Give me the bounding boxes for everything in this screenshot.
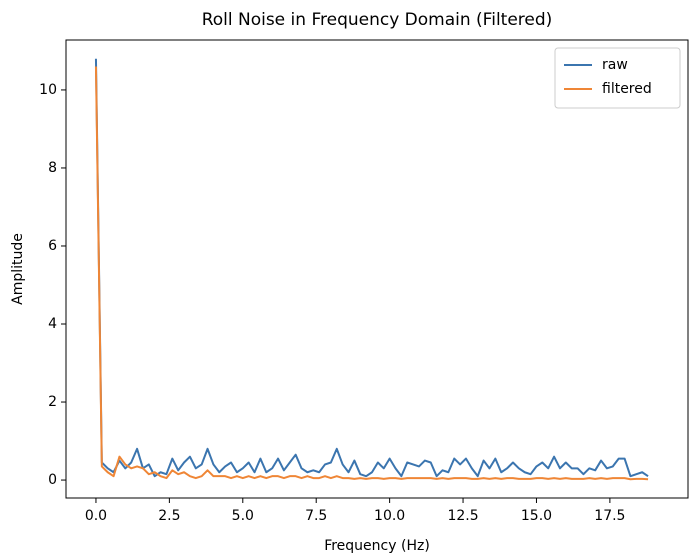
- y-axis-label: Amplitude: [10, 233, 26, 305]
- y-tick-label: 2: [48, 394, 57, 410]
- legend: raw filtered: [554, 47, 681, 109]
- x-tick-label: 10.0: [374, 508, 405, 524]
- line-series: [94, 66, 649, 481]
- y-tick-label: 4: [48, 316, 57, 332]
- y-tick-label: 10: [39, 82, 57, 98]
- x-axis-label: Frequency (Hz): [324, 538, 430, 554]
- x-tick-label: 12.5: [447, 508, 478, 524]
- legend-label: raw: [602, 57, 628, 73]
- x-tick-label: 17.5: [594, 508, 625, 524]
- y-tick-label: 8: [48, 160, 57, 176]
- x-tick-label: 0.0: [85, 508, 107, 524]
- legend-box: [554, 47, 681, 109]
- x-tick-label: 7.5: [305, 508, 327, 524]
- chart-title: Roll Noise in Frequency Domain (Filtered…: [202, 10, 553, 30]
- legend-label: filtered: [602, 81, 652, 97]
- plot-frame: [65, 39, 689, 499]
- x-tick-label: 15.0: [521, 508, 552, 524]
- y-tick-label: 6: [48, 238, 57, 254]
- line-series: [94, 58, 649, 478]
- x-tick-label: 5.0: [232, 508, 254, 524]
- y-tick-label: 0: [48, 472, 57, 488]
- x-tick-label: 2.5: [158, 508, 180, 524]
